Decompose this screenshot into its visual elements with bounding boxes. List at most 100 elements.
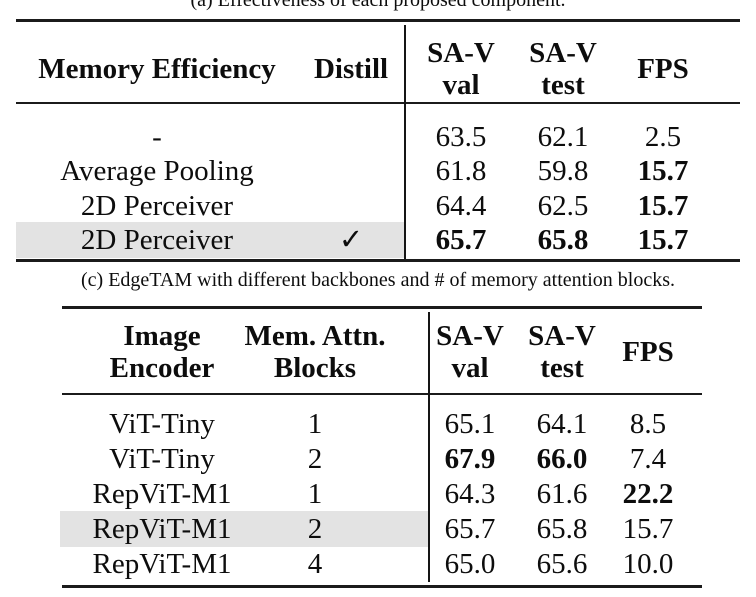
highlighted-row-background <box>60 511 428 547</box>
table-row: 2D Perceiver 64.4 62.5 15.7 <box>16 189 740 223</box>
value-cell: 15.7 <box>608 190 718 222</box>
cell-text: 65.7 <box>435 224 487 257</box>
col-header-fps: FPS <box>612 336 684 368</box>
value-cell: 64.4 <box>404 190 518 222</box>
value-cell: 8.5 <box>612 408 684 440</box>
cell-text: 2 <box>307 513 323 545</box>
cell-text: 7.4 <box>629 443 667 475</box>
table-a-top-rule <box>16 19 740 22</box>
row-label-cell: RepViT-M1 <box>62 513 262 545</box>
value-cell: 65.1 <box>428 408 512 440</box>
cell-text: 65.8 <box>536 513 588 545</box>
col-header-mem. attn.-blocks: Mem. Attn. Blocks <box>245 320 428 384</box>
header-line: test <box>540 352 584 384</box>
value-cell: 66.0 <box>512 443 612 475</box>
value-cell: 15.7 <box>608 224 718 256</box>
cell-text: 2 <box>307 443 323 475</box>
header-line: Distill <box>313 53 389 85</box>
table-row: - 63.5 62.1 2.5 <box>16 120 740 154</box>
value-cell: 4 <box>262 548 428 580</box>
cell-text: 65.6 <box>536 548 588 580</box>
value-cell: 64.3 <box>428 478 512 510</box>
cell-text: 2D Perceiver <box>80 189 234 222</box>
col-header-distill: Distill <box>298 53 404 85</box>
table-a-bottom-rule <box>16 259 740 262</box>
table-c-bottom-rule <box>62 585 702 588</box>
value-cell: 63.5 <box>404 121 518 153</box>
cell-text: 15.7 <box>637 224 689 257</box>
header-line: val <box>451 352 489 384</box>
col-header-sa-v-test: SA-V test <box>512 320 612 384</box>
cell-text: 2D Perceiver <box>80 224 234 257</box>
row-label-cell: - <box>16 121 298 153</box>
table-c-vertical-rule <box>428 312 430 582</box>
value-cell: 7.4 <box>612 443 684 475</box>
value-cell: 2 <box>262 513 428 545</box>
value-cell: 59.8 <box>518 155 608 187</box>
cell-text: 65.1 <box>444 408 496 440</box>
row-label-cell: ViT-Tiny <box>62 408 262 440</box>
header-line: Image <box>123 320 201 352</box>
value-cell: 10.0 <box>612 548 684 580</box>
row-label-cell: 2D Perceiver <box>16 224 298 256</box>
table-row: RepViT-M1 1 64.3 61.6 22.2 <box>62 477 702 511</box>
header-line: FPS <box>637 53 689 85</box>
cell-text: 66.0 <box>536 443 588 475</box>
value-cell: 2 <box>262 443 428 475</box>
cell-text: ViT-Tiny <box>109 408 215 440</box>
cell-text: 61.6 <box>536 478 588 510</box>
caption-c: (c) EdgeTAM with different backbones and… <box>81 269 675 291</box>
value-cell: 22.2 <box>612 478 684 510</box>
row-label-cell: 2D Perceiver <box>16 190 298 222</box>
cell-text: 63.5 <box>435 121 487 153</box>
row-label-cell: Average Pooling <box>16 155 298 187</box>
table-row: ViT-Tiny 1 65.1 64.1 8.5 <box>62 407 702 441</box>
col-header-sa-v-test: SA-V test <box>518 37 608 101</box>
cell-text: 65.7 <box>444 513 496 545</box>
col-header-image-encoder: Image Encoder <box>62 320 262 384</box>
cell-text: 62.5 <box>537 189 589 222</box>
value-cell: 62.5 <box>518 190 608 222</box>
cell-text: 1 <box>307 408 323 440</box>
header-line: SA-V <box>529 37 597 69</box>
value-cell: 64.1 <box>512 408 612 440</box>
header-line: Mem. Attn. <box>244 320 386 352</box>
header-line: val <box>442 69 480 101</box>
row-label-cell: RepViT-M1 <box>62 548 262 580</box>
value-cell: 61.6 <box>512 478 612 510</box>
value-cell: 15.7 <box>608 155 718 187</box>
cell-text: RepViT-M1 <box>92 548 232 580</box>
cell-text: 2.5 <box>644 121 682 153</box>
col-header-sa-v-val: SA-V val <box>404 37 518 101</box>
col-header-fps: FPS <box>608 53 718 85</box>
cell-text: 15.7 <box>637 155 689 188</box>
header-line: SA-V <box>427 37 495 69</box>
table-row: RepViT-M1 4 65.0 65.6 10.0 <box>62 547 702 581</box>
col-header-memory efficiency: Memory Efficiency <box>16 53 298 85</box>
cell-text: 65.8 <box>537 224 589 257</box>
value-cell: 1 <box>262 408 428 440</box>
row-label-cell: RepViT-M1 <box>62 478 262 510</box>
cell-text: 10.0 <box>622 548 674 580</box>
table-a-header-row: Memory Efficiency Distill SA-V val SA-V test F… <box>16 36 740 102</box>
cell-text: RepViT-M1 <box>92 513 232 545</box>
cell-text: 67.9 <box>444 443 496 475</box>
header-line: SA-V <box>436 320 504 352</box>
caption-a: (a) Effectiveness of each proposed compo… <box>190 0 566 11</box>
cell-text: 64.3 <box>444 478 496 510</box>
header-line: test <box>541 69 585 101</box>
cell-text: 61.8 <box>435 155 487 188</box>
value-cell: 62.1 <box>518 121 608 153</box>
cell-text: Average Pooling <box>60 155 254 188</box>
header-line: Memory Efficiency <box>38 53 276 85</box>
table-row: RepViT-M1 2 65.7 65.8 15.7 <box>62 512 702 546</box>
checkmark-icon: ✓ <box>338 224 364 257</box>
cell-text: 64.4 <box>435 189 487 222</box>
cell-text: 1 <box>307 478 323 510</box>
table-row: Average Pooling 61.8 59.8 15.7 <box>16 154 740 188</box>
cell-text: 65.0 <box>444 548 496 580</box>
cell-text: 15.7 <box>637 189 689 222</box>
col-header-sa-v-val: SA-V val <box>428 320 512 384</box>
cell-text: 64.1 <box>536 408 588 440</box>
cell-text: 59.8 <box>537 155 589 188</box>
